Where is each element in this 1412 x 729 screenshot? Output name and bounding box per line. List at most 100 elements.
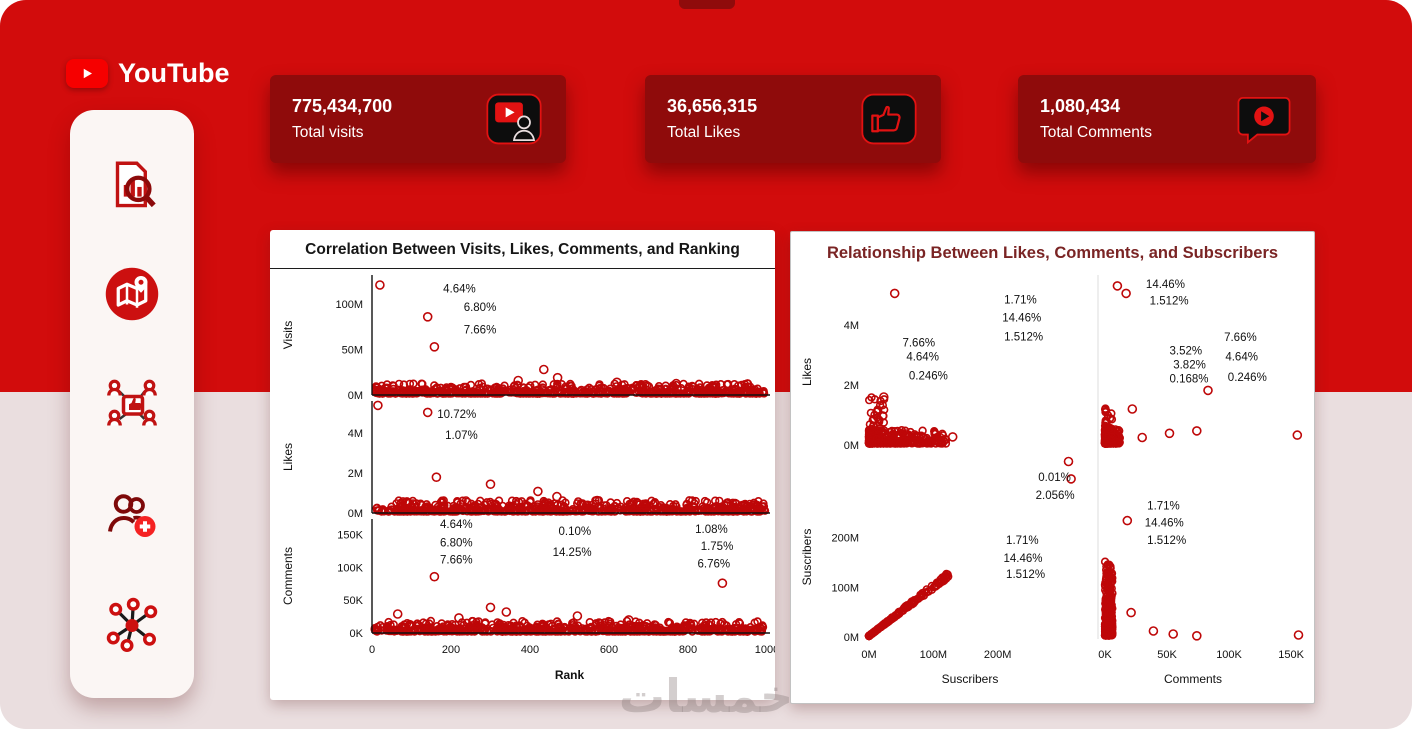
data-point[interactable] xyxy=(1148,626,1159,636)
data-point[interactable] xyxy=(864,395,874,405)
data-point[interactable] xyxy=(711,496,720,505)
data-point[interactable] xyxy=(1292,430,1303,440)
data-point[interactable] xyxy=(873,438,883,448)
data-point[interactable] xyxy=(668,627,677,636)
data-point[interactable] xyxy=(475,389,485,398)
data-point[interactable] xyxy=(1191,426,1202,436)
data-point[interactable] xyxy=(545,501,554,510)
data-point[interactable] xyxy=(606,617,615,627)
data-point[interactable] xyxy=(595,380,604,389)
data-point[interactable] xyxy=(603,507,613,516)
data-point[interactable] xyxy=(440,507,450,516)
data-point[interactable] xyxy=(451,386,461,395)
data-point[interactable] xyxy=(629,506,639,516)
data-point[interactable] xyxy=(505,503,514,513)
data-point[interactable] xyxy=(715,496,724,506)
data-point[interactable] xyxy=(875,401,885,410)
sidebar-item-audience[interactable] xyxy=(99,371,165,437)
data-point[interactable] xyxy=(1137,432,1148,443)
data-point[interactable] xyxy=(1115,426,1124,436)
sidebar-item-network[interactable] xyxy=(99,590,165,656)
data-point[interactable] xyxy=(650,624,659,633)
data-point[interactable] xyxy=(429,342,440,352)
data-point[interactable] xyxy=(879,426,889,435)
data-point[interactable] xyxy=(572,611,583,621)
data-point[interactable] xyxy=(457,626,467,635)
data-point[interactable] xyxy=(664,618,673,627)
data-point[interactable] xyxy=(713,627,722,636)
data-point[interactable] xyxy=(441,386,450,395)
data-point[interactable] xyxy=(430,626,439,636)
data-point[interactable] xyxy=(538,380,547,389)
data-point[interactable] xyxy=(610,502,619,511)
data-point[interactable] xyxy=(569,624,578,633)
data-point[interactable] xyxy=(889,288,900,299)
data-point[interactable] xyxy=(512,496,521,506)
data-point[interactable] xyxy=(409,379,418,388)
data-point[interactable] xyxy=(552,372,563,383)
data-point[interactable] xyxy=(1203,385,1213,396)
data-point[interactable] xyxy=(1063,456,1074,467)
data-point[interactable] xyxy=(577,388,587,398)
data-point[interactable] xyxy=(570,386,579,395)
data-point[interactable] xyxy=(493,504,503,513)
data-point[interactable] xyxy=(878,401,888,410)
sidebar-item-map[interactable] xyxy=(99,261,165,327)
matrix-chart-panel[interactable]: Relationship Between Likes, Comments, an… xyxy=(790,231,1315,704)
data-point[interactable] xyxy=(704,383,714,393)
sidebar-item-analysis[interactable] xyxy=(99,152,165,218)
data-point[interactable] xyxy=(543,389,552,398)
data-point[interactable] xyxy=(612,377,622,388)
data-point[interactable] xyxy=(600,501,609,510)
data-point[interactable] xyxy=(405,498,414,508)
data-point[interactable] xyxy=(661,385,670,394)
data-point[interactable] xyxy=(585,504,594,514)
correlation-chart-panel[interactable]: Correlation Between Visits, Likes, Comme… xyxy=(270,230,775,700)
data-point[interactable] xyxy=(448,626,457,635)
data-point[interactable] xyxy=(437,496,447,505)
data-point[interactable] xyxy=(676,383,686,393)
data-point[interactable] xyxy=(433,502,443,512)
data-point[interactable] xyxy=(1191,630,1202,641)
data-point[interactable] xyxy=(672,622,682,631)
data-point[interactable] xyxy=(446,624,455,633)
data-point[interactable] xyxy=(459,621,468,630)
data-point[interactable] xyxy=(918,433,929,443)
data-point[interactable] xyxy=(719,388,728,398)
data-point[interactable] xyxy=(731,388,741,398)
data-point[interactable] xyxy=(722,498,733,508)
data-point[interactable] xyxy=(419,507,428,516)
data-point[interactable] xyxy=(517,497,526,506)
data-point[interactable] xyxy=(518,617,527,626)
data-point[interactable] xyxy=(397,622,406,631)
data-point[interactable] xyxy=(381,383,390,392)
data-point[interactable] xyxy=(686,624,695,633)
data-point[interactable] xyxy=(743,627,752,636)
data-point[interactable] xyxy=(546,389,555,398)
data-point[interactable] xyxy=(398,507,408,516)
data-point[interactable] xyxy=(438,622,448,631)
data-point[interactable] xyxy=(421,388,430,398)
data-point[interactable] xyxy=(552,491,562,502)
data-point[interactable] xyxy=(400,503,409,512)
data-point[interactable] xyxy=(615,388,624,398)
data-point[interactable] xyxy=(485,602,496,613)
data-point[interactable] xyxy=(415,627,425,636)
data-point[interactable] xyxy=(585,618,594,627)
data-point[interactable] xyxy=(513,388,523,398)
data-point[interactable] xyxy=(925,439,935,448)
data-point[interactable] xyxy=(648,389,658,398)
data-point[interactable] xyxy=(893,426,902,436)
data-point[interactable] xyxy=(640,627,649,636)
data-point[interactable] xyxy=(470,501,479,510)
data-point[interactable] xyxy=(553,379,562,389)
data-point[interactable] xyxy=(635,622,644,631)
data-point[interactable] xyxy=(388,381,398,390)
data-point[interactable] xyxy=(935,432,945,443)
data-point[interactable] xyxy=(485,479,496,489)
data-point[interactable] xyxy=(741,388,750,398)
data-point[interactable] xyxy=(372,506,382,515)
data-point[interactable] xyxy=(754,497,763,506)
data-point[interactable] xyxy=(879,405,889,415)
data-point[interactable] xyxy=(499,622,508,632)
